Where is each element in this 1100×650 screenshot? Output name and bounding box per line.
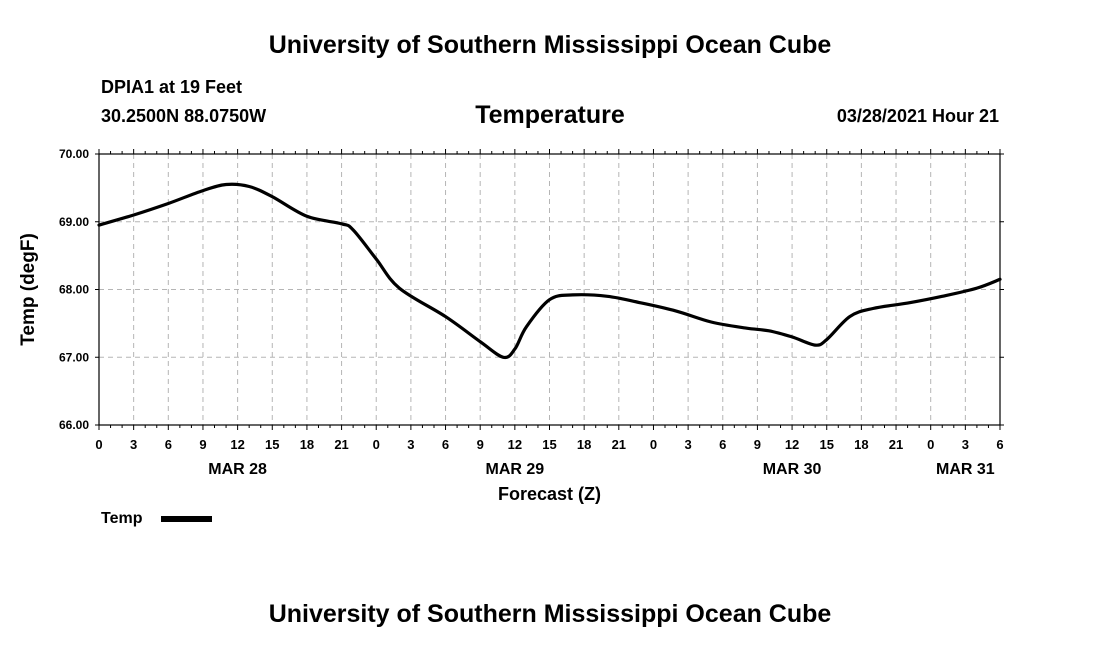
header-title: University of Southern Mississippi Ocean…	[268, 31, 832, 59]
x-tick-label: 12	[508, 437, 522, 452]
station-label: DPIA1 at 19 Feet	[101, 77, 243, 97]
x-tick-label: 9	[754, 437, 761, 452]
x-tick-label: 15	[265, 437, 279, 452]
x-tick-label: 15	[542, 437, 556, 452]
x-tick-label: 18	[854, 437, 868, 452]
y-axis-label: Temp (degF)	[18, 233, 39, 346]
x-tick-label: 6	[719, 437, 726, 452]
x-tick-label: 21	[612, 437, 626, 452]
chart-title: Temperature	[475, 101, 625, 129]
x-tick-label: 15	[819, 437, 833, 452]
x-tick-label: 6	[996, 437, 1003, 452]
x-axis-label: Forecast (Z)	[498, 484, 601, 504]
x-tick-label: 6	[442, 437, 449, 452]
x-tick-label: 3	[684, 437, 691, 452]
x-tick-label: 21	[334, 437, 348, 452]
date-label: MAR 28	[208, 461, 267, 478]
y-tick-label: 67.00	[59, 350, 89, 364]
series-line-temp	[97, 182, 1002, 360]
x-tick-label: 0	[927, 437, 934, 452]
footer-title: University of Southern Mississippi Ocean…	[268, 600, 832, 628]
legend-label: Temp	[101, 510, 143, 527]
x-tick-label: 0	[650, 437, 657, 452]
y-tick-label: 69.00	[59, 215, 89, 229]
legend-line-swatch	[161, 516, 212, 522]
x-tick-label: 3	[130, 437, 137, 452]
x-tick-label: 12	[230, 437, 244, 452]
date-label: MAR 31	[936, 461, 995, 478]
date-label: MAR 29	[486, 461, 545, 478]
x-tick-label: 12	[785, 437, 799, 452]
x-tick-label: 9	[199, 437, 206, 452]
y-tick-label: 66.00	[59, 418, 89, 432]
forecast-datetime: 03/28/2021 Hour 21	[836, 106, 999, 126]
plot-frame	[98, 153, 1001, 426]
x-tick-label: 3	[407, 437, 414, 452]
x-tick-label: 21	[889, 437, 903, 452]
x-tick-label: 3	[962, 437, 969, 452]
x-tick-label: 18	[577, 437, 591, 452]
y-tick-label: 70.00	[59, 147, 89, 161]
date-label: MAR 30	[763, 461, 822, 478]
station-coordinates: 30.2500N 88.0750W	[101, 106, 267, 126]
y-tick-label: 68.00	[59, 283, 89, 297]
x-tick-label: 0	[373, 437, 380, 452]
x-tick-label: 9	[477, 437, 484, 452]
x-tick-label: 6	[165, 437, 172, 452]
x-tick-label: 18	[300, 437, 314, 452]
x-tick-label: 0	[95, 437, 102, 452]
